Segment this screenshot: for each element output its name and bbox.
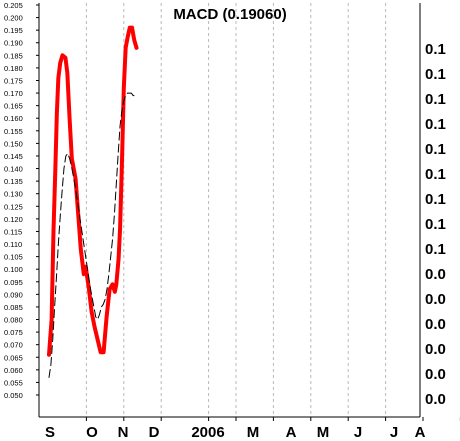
left-tick-label: 0.180	[4, 64, 23, 73]
left-tick-label: 0.105	[4, 253, 23, 262]
right-axis-ticks: 0.1 0.1 0.1 0.1 0.1 0.1 0.1 0.1 0.1 0.0 0.0 0.0 0.0 0…	[425, 41, 446, 408]
right-tick-label: 0.1	[425, 141, 446, 158]
chart-title: MACD (0.19060)	[173, 6, 286, 23]
left-tick-label: 0.170	[4, 89, 23, 98]
left-tick-label: 0.160	[4, 114, 23, 123]
left-tick-label: 0.145	[4, 152, 23, 161]
right-tick-label: 0.1	[425, 66, 446, 83]
right-tick-label: 0.1	[425, 41, 446, 58]
left-tick-label: 0.075	[4, 328, 23, 337]
x-tick-label: M	[317, 424, 330, 441]
left-tick-label: 0.055	[4, 378, 23, 387]
left-tick-label: 0.125	[4, 202, 23, 211]
right-tick-label: 0.0	[425, 316, 446, 333]
x-tick-label: J	[390, 424, 398, 441]
right-tick-label: 0.0	[425, 391, 446, 408]
left-tick-label: 0.150	[4, 139, 23, 148]
macd-line	[47, 25, 139, 357]
x-tick-label: O	[86, 424, 98, 441]
x-axis-ticks: S O N D 2006 M A M J J A	[45, 417, 460, 441]
left-tick-label: 0.130	[4, 190, 23, 199]
x-tick-label: D	[149, 424, 160, 441]
left-tick-label: 0.205	[4, 1, 23, 10]
plot-frame	[38, 3, 421, 418]
signal-line	[48, 92, 135, 378]
left-tick-label: 0.060	[4, 366, 23, 375]
right-tick-label: 0.1	[425, 216, 446, 233]
left-tick-label: 0.190	[4, 39, 23, 48]
x-tick-label: A	[415, 424, 426, 441]
left-tick-label: 0.155	[4, 127, 23, 136]
left-tick-label: 0.095	[4, 278, 23, 287]
left-tick-label: 0.110	[4, 240, 22, 249]
right-tick-label: 0.1	[425, 191, 446, 208]
right-tick-label: 0.1	[425, 116, 446, 133]
left-tick-label: 0.100	[4, 265, 23, 274]
left-axis-ticks: 0.205 0.200 0.195 0.190 0.185 0.180 0.175 0.170…	[4, 1, 39, 400]
series-group	[47, 25, 139, 378]
left-tick-label: 0.200	[4, 14, 23, 23]
left-tick-label: 0.115	[4, 227, 22, 236]
right-tick-label: 0.0	[425, 266, 446, 283]
right-tick-label: 0.1	[425, 91, 446, 108]
right-tick-label: 0.0	[425, 341, 446, 358]
right-tick-label: 0.1	[425, 241, 446, 258]
right-tick-label: 0.0	[425, 366, 446, 383]
x-tick-label: S	[45, 424, 55, 441]
x-tick-label: M	[247, 424, 260, 441]
left-tick-label: 0.080	[4, 316, 23, 325]
right-tick-label: 0.0	[425, 291, 446, 308]
right-tick-label: 0.1	[425, 166, 446, 183]
left-tick-label: 0.135	[4, 177, 23, 186]
x-tick-label: J	[354, 424, 362, 441]
left-tick-label: 0.065	[4, 353, 23, 362]
left-tick-label: 0.185	[4, 51, 23, 60]
x-tick-label: A	[286, 424, 297, 441]
left-tick-label: 0.120	[4, 215, 23, 224]
left-tick-label: 0.085	[4, 303, 23, 312]
left-tick-label: 0.175	[4, 76, 23, 85]
left-tick-label: 0.195	[4, 26, 23, 35]
left-tick-label: 0.140	[4, 165, 23, 174]
x-tick-label: N	[118, 424, 129, 441]
left-tick-label: 0.165	[4, 102, 23, 111]
x-tick-label: 2006	[191, 424, 224, 441]
left-tick-label: 0.070	[4, 341, 23, 350]
left-tick-label: 0.090	[4, 290, 23, 299]
left-tick-label: 0.050	[4, 391, 23, 400]
